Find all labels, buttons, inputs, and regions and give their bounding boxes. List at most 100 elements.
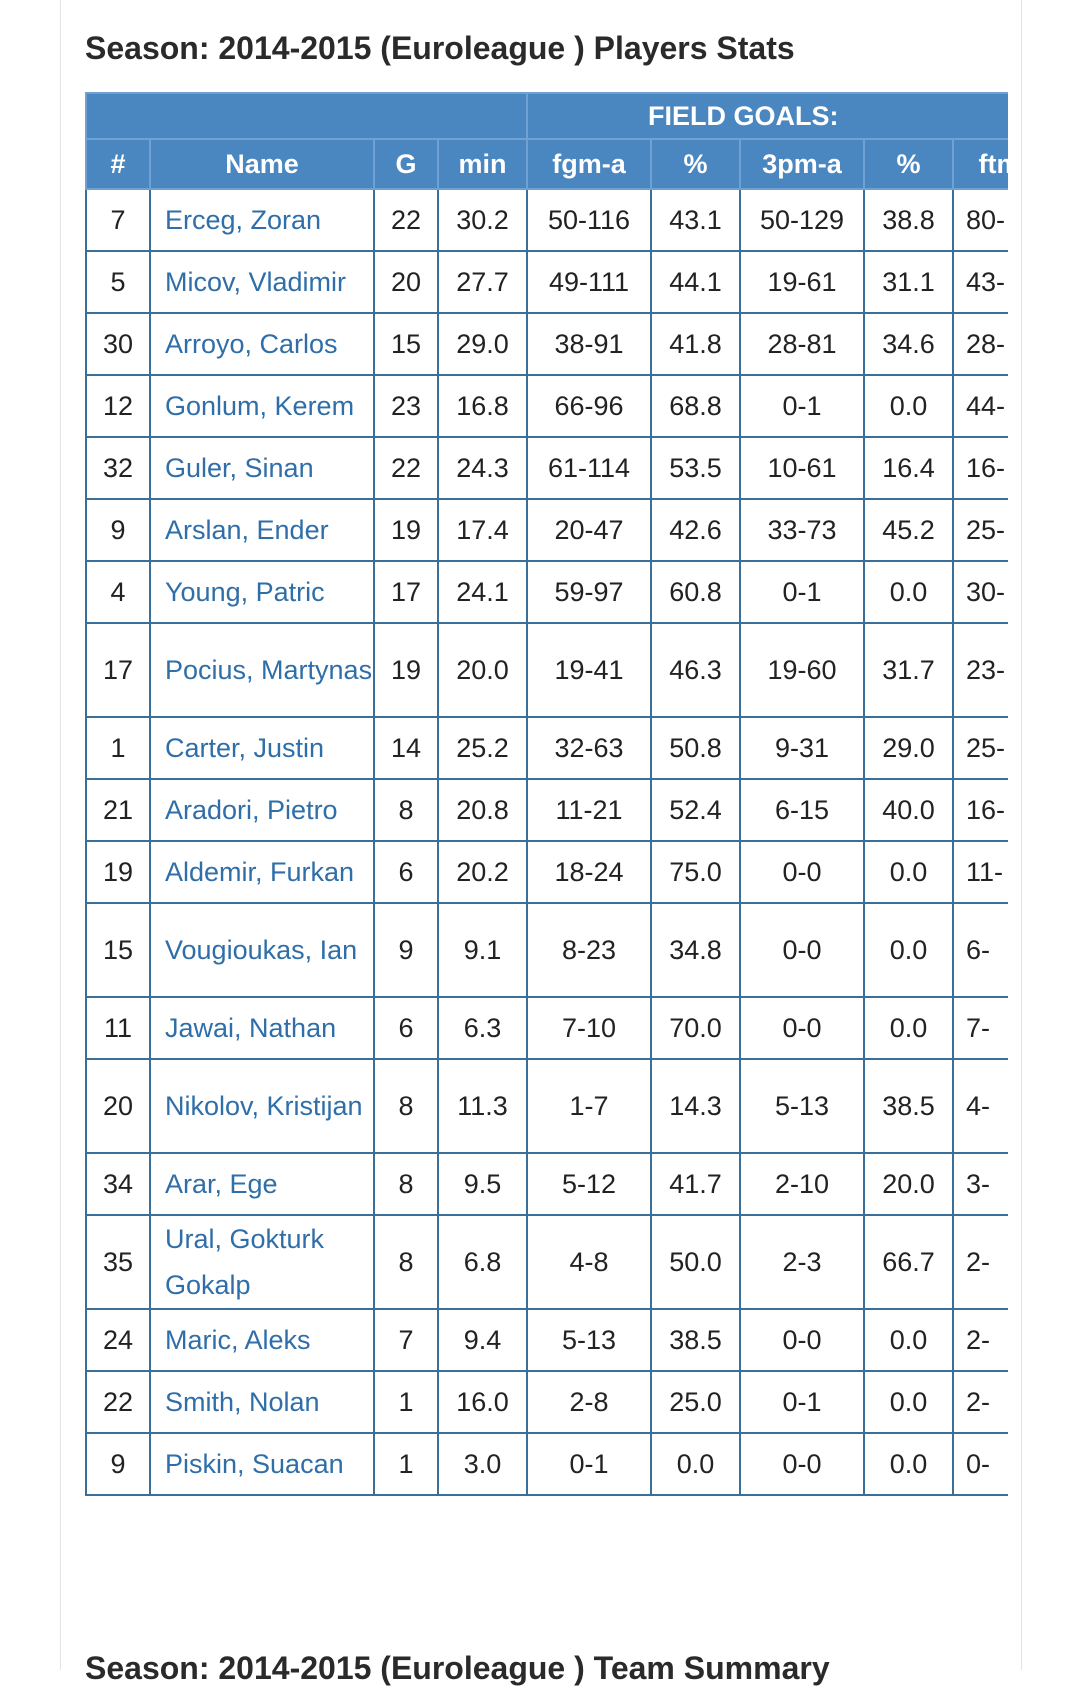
3pm-a-cell: 0-0 bbox=[739, 1432, 865, 1496]
fg-pct-cell: 41.7 bbox=[650, 1152, 741, 1216]
player-name-link[interactable]: Carter, Justin bbox=[149, 716, 375, 780]
games-cell: 15 bbox=[373, 312, 439, 376]
3p-pct-cell: 38.5 bbox=[863, 1058, 954, 1154]
player-number-cell: 4 bbox=[85, 560, 151, 624]
player-number-cell: 21 bbox=[85, 778, 151, 842]
fgm-a-cell: 20-47 bbox=[526, 498, 652, 562]
3pm-a-cell: 0-0 bbox=[739, 996, 865, 1060]
fgm-a-cell: 18-24 bbox=[526, 840, 652, 904]
player-name-link[interactable]: Nikolov, Kristijan bbox=[149, 1058, 375, 1154]
fg-pct-cell: 52.4 bbox=[650, 778, 741, 842]
table-row: 7 Erceg, Zoran 22 30.2 50-116 43.1 50-129 38.8 8… bbox=[85, 188, 1008, 252]
player-name-link[interactable]: Smith, Nolan bbox=[149, 1370, 375, 1434]
table-row: 24 Maric, Aleks 7 9.4 5-13 38.5 0-0 0.0 2- bbox=[85, 1308, 1008, 1372]
player-name-link[interactable]: Aradori, Pietro bbox=[149, 778, 375, 842]
page-title: Season: 2014-2015 (Euroleague ) Players … bbox=[85, 30, 795, 66]
games-cell: 23 bbox=[373, 374, 439, 438]
minutes-cell: 11.3 bbox=[437, 1058, 528, 1154]
3p-pct-cell: 0.0 bbox=[863, 840, 954, 904]
col-header-minutes[interactable]: min bbox=[437, 138, 528, 190]
3p-pct-cell: 45.2 bbox=[863, 498, 954, 562]
fgm-a-cell: 5-12 bbox=[526, 1152, 652, 1216]
player-name-link[interactable]: Arroyo, Carlos bbox=[149, 312, 375, 376]
games-cell: 1 bbox=[373, 1432, 439, 1496]
stats-table-scroll[interactable]: FIELD GOALS: # Name G min fgm-a % 3pm-a … bbox=[85, 92, 1008, 1610]
player-name-link[interactable]: Piskin, Suacan bbox=[149, 1432, 375, 1496]
minutes-cell: 3.0 bbox=[437, 1432, 528, 1496]
3p-pct-cell: 34.6 bbox=[863, 312, 954, 376]
table-row: 9 Arslan, Ender 19 17.4 20-47 42.6 33-73 45.2 25… bbox=[85, 498, 1008, 562]
player-name-link[interactable]: Aldemir, Furkan bbox=[149, 840, 375, 904]
player-number-cell: 9 bbox=[85, 1432, 151, 1496]
player-number-cell: 24 bbox=[85, 1308, 151, 1372]
player-number-cell: 12 bbox=[85, 374, 151, 438]
games-cell: 14 bbox=[373, 716, 439, 780]
table-row: 19 Aldemir, Furkan 6 20.2 18-24 75.0 0-0 0.0 11- bbox=[85, 840, 1008, 904]
games-cell: 17 bbox=[373, 560, 439, 624]
ftm-cell: 4- bbox=[952, 1058, 1008, 1154]
player-number-cell: 34 bbox=[85, 1152, 151, 1216]
3pm-a-cell: 0-0 bbox=[739, 902, 865, 998]
ftm-cell: 3- bbox=[952, 1152, 1008, 1216]
ftm-cell: 2- bbox=[952, 1214, 1008, 1310]
fg-pct-cell: 25.0 bbox=[650, 1370, 741, 1434]
3pm-a-cell: 0-1 bbox=[739, 560, 865, 624]
player-name-link[interactable]: Jawai, Nathan bbox=[149, 996, 375, 1060]
player-name-link[interactable]: Maric, Aleks bbox=[149, 1308, 375, 1372]
fgm-a-cell: 8-23 bbox=[526, 902, 652, 998]
player-name-link[interactable]: Gonlum, Kerem bbox=[149, 374, 375, 438]
fgm-a-cell: 59-97 bbox=[526, 560, 652, 624]
col-header-3pm-a[interactable]: 3pm-a bbox=[739, 138, 865, 190]
player-number-cell: 9 bbox=[85, 498, 151, 562]
col-header-number[interactable]: # bbox=[85, 138, 151, 190]
player-name-link[interactable]: Micov, Vladimir bbox=[149, 250, 375, 314]
col-header-name[interactable]: Name bbox=[149, 138, 375, 190]
col-header-fgm-a[interactable]: fgm-a bbox=[526, 138, 652, 190]
3p-pct-cell: 29.0 bbox=[863, 716, 954, 780]
player-name-link[interactable]: Ural, Gokturk Gokalp bbox=[149, 1214, 375, 1310]
table-row: 22 Smith, Nolan 1 16.0 2-8 25.0 0-1 0.0 2- bbox=[85, 1370, 1008, 1434]
fg-pct-cell: 46.3 bbox=[650, 622, 741, 718]
fgm-a-cell: 5-13 bbox=[526, 1308, 652, 1372]
table-row: 34 Arar, Ege 8 9.5 5-12 41.7 2-10 20.0 3- bbox=[85, 1152, 1008, 1216]
3pm-a-cell: 9-31 bbox=[739, 716, 865, 780]
minutes-cell: 20.8 bbox=[437, 778, 528, 842]
3p-pct-cell: 31.1 bbox=[863, 250, 954, 314]
minutes-cell: 17.4 bbox=[437, 498, 528, 562]
col-header-3p-pct[interactable]: % bbox=[863, 138, 954, 190]
games-cell: 19 bbox=[373, 498, 439, 562]
player-name-link[interactable]: Young, Patric bbox=[149, 560, 375, 624]
player-name-link[interactable]: Arar, Ege bbox=[149, 1152, 375, 1216]
ftm-cell: 44- bbox=[952, 374, 1008, 438]
col-header-fg-pct[interactable]: % bbox=[650, 138, 741, 190]
minutes-cell: 27.7 bbox=[437, 250, 528, 314]
3p-pct-cell: 20.0 bbox=[863, 1152, 954, 1216]
player-name-link[interactable]: Vougioukas, Ian bbox=[149, 902, 375, 998]
group-header-blank bbox=[85, 92, 528, 139]
col-header-ftm[interactable]: ftm bbox=[952, 138, 1008, 190]
player-name-link[interactable]: Pocius, Martynas bbox=[149, 622, 375, 718]
3p-pct-cell: 0.0 bbox=[863, 1308, 954, 1372]
3p-pct-cell: 40.0 bbox=[863, 778, 954, 842]
3p-pct-cell: 0.0 bbox=[863, 1432, 954, 1496]
fg-pct-cell: 42.6 bbox=[650, 498, 741, 562]
ftm-cell: 16- bbox=[952, 436, 1008, 500]
3pm-a-cell: 0-0 bbox=[739, 1308, 865, 1372]
minutes-cell: 9.1 bbox=[437, 902, 528, 998]
minutes-cell: 20.2 bbox=[437, 840, 528, 904]
player-name-link[interactable]: Arslan, Ender bbox=[149, 498, 375, 562]
col-header-games[interactable]: G bbox=[373, 138, 439, 190]
player-name-link[interactable]: Guler, Sinan bbox=[149, 436, 375, 500]
games-cell: 19 bbox=[373, 622, 439, 718]
column-header-row: # Name G min fgm-a % 3pm-a % ftm bbox=[85, 138, 1008, 190]
fg-pct-cell: 68.8 bbox=[650, 374, 741, 438]
3p-pct-cell: 0.0 bbox=[863, 996, 954, 1060]
fg-pct-cell: 34.8 bbox=[650, 902, 741, 998]
ftm-cell: 43- bbox=[952, 250, 1008, 314]
3pm-a-cell: 0-1 bbox=[739, 1370, 865, 1434]
fgm-a-cell: 7-10 bbox=[526, 996, 652, 1060]
player-name-link[interactable]: Erceg, Zoran bbox=[149, 188, 375, 252]
fg-pct-cell: 50.0 bbox=[650, 1214, 741, 1310]
3p-pct-cell: 0.0 bbox=[863, 374, 954, 438]
3pm-a-cell: 2-3 bbox=[739, 1214, 865, 1310]
